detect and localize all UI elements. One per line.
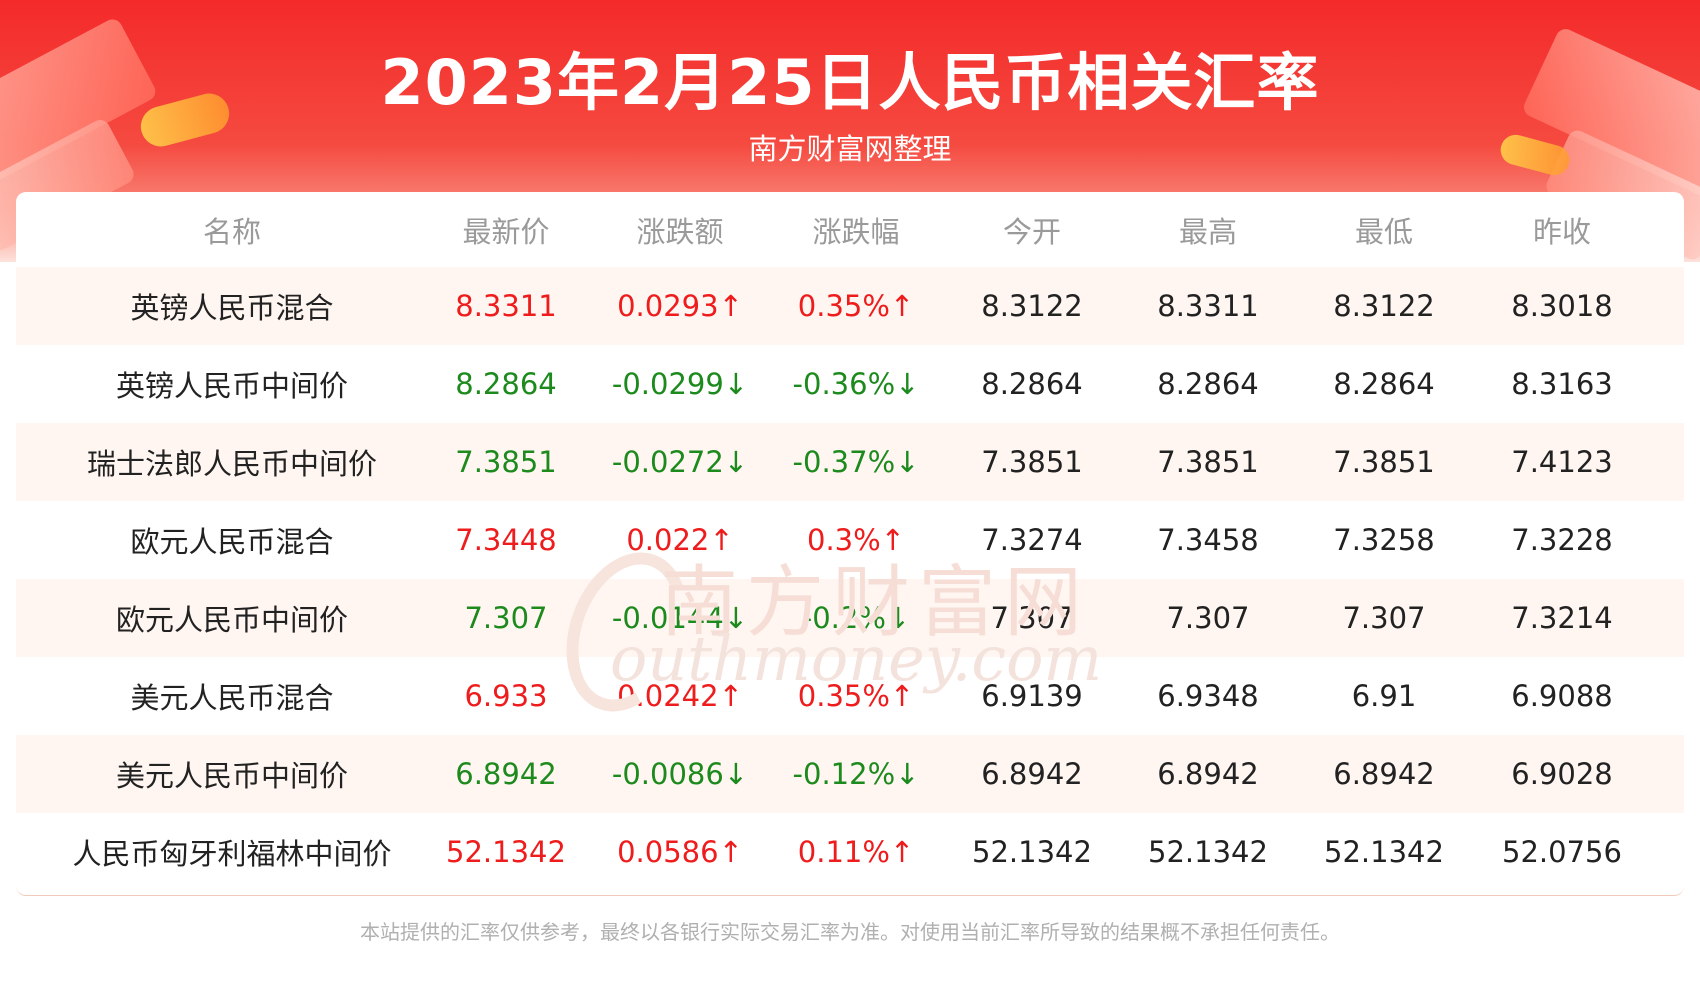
column-header-open: 今开 <box>1002 214 1061 249</box>
cell-change: -0.0299↓ <box>611 367 749 401</box>
cell-prev-close: 7.4123 <box>1511 445 1613 479</box>
cell-change-percent: -0.36%↓ <box>792 367 920 401</box>
cell-latest: 8.3311 <box>455 289 557 323</box>
cell-change: -0.0086↓ <box>611 757 749 791</box>
cell-prev-close: 7.3214 <box>1511 601 1613 635</box>
cell-latest: 7.3851 <box>455 445 557 479</box>
cell-change-percent: -0.12%↓ <box>792 757 920 791</box>
cell-low: 7.3258 <box>1333 523 1435 557</box>
cell-prev-close: 52.0756 <box>1502 835 1622 869</box>
cell-high: 8.3311 <box>1157 289 1259 323</box>
cell-change-percent: 0.11%↑ <box>797 835 915 869</box>
cell-change-percent: 0.35%↑ <box>797 679 915 713</box>
cell-change: 0.0586↑ <box>617 835 743 869</box>
column-header-latest: 最新价 <box>462 214 550 249</box>
page-title: 2023年2月25日人民币相关汇率 <box>380 46 1320 119</box>
cell-high: 8.2864 <box>1157 367 1259 401</box>
cell-high: 7.307 <box>1166 601 1250 635</box>
cell-prev-close: 8.3163 <box>1511 367 1613 401</box>
column-header-low: 最低 <box>1354 214 1413 249</box>
cell-latest: 6.933 <box>464 679 548 713</box>
table-row: 英镑人民币中间价 8.2864 -0.0299↓ -0.36%↓ 8.2864 … <box>16 345 1684 423</box>
cell-low: 7.3851 <box>1333 445 1435 479</box>
cell-open: 6.9139 <box>981 679 1083 713</box>
table-row: 美元人民币混合 6.933 0.0242↑ 0.35%↑ 6.9139 6.93… <box>16 657 1684 735</box>
table-row: 欧元人民币混合 7.3448 0.022↑ 0.3%↑ 7.3274 7.345… <box>16 501 1684 579</box>
cell-prev-close: 6.9088 <box>1511 679 1613 713</box>
table-row: 英镑人民币混合 8.3311 0.0293↑ 0.35%↑ 8.3122 8.3… <box>16 267 1684 345</box>
column-header-change-percent: 涨跌幅 <box>812 214 900 249</box>
footer-disclaimer: 本站提供的汇率仅供参考，最终以各银行实际交易汇率为准。对使用当前汇率所导致的结果… <box>360 920 1340 944</box>
cell-name: 美元人民币混合 <box>130 681 334 715</box>
table-row: 欧元人民币中间价 7.307 -0.0144↓ -0.2%↓ 7.307 7.3… <box>16 579 1684 657</box>
cell-name: 欧元人民币中间价 <box>115 603 348 637</box>
cell-change: 0.0242↑ <box>617 679 743 713</box>
cell-change: 0.022↑ <box>626 523 734 557</box>
cell-latest: 52.1342 <box>446 835 566 869</box>
cell-latest: 8.2864 <box>455 367 557 401</box>
cell-change-percent: 0.35%↑ <box>797 289 915 323</box>
cell-name: 英镑人民币混合 <box>130 291 334 325</box>
column-header-name: 名称 <box>202 214 261 249</box>
cell-low: 7.307 <box>1342 601 1426 635</box>
cell-name: 瑞士法郎人民币中间价 <box>86 447 377 481</box>
table-row: 人民币匈牙利福林中间价 52.1342 0.0586↑ 0.11%↑ 52.13… <box>16 813 1684 891</box>
page-subtitle: 南方财富网整理 <box>748 132 952 166</box>
cell-open: 8.3122 <box>981 289 1083 323</box>
cell-open: 6.8942 <box>981 757 1083 791</box>
cell-name: 欧元人民币混合 <box>130 525 334 559</box>
cell-change-percent: -0.2%↓ <box>801 601 911 635</box>
cell-low: 52.1342 <box>1324 835 1444 869</box>
cell-open: 7.3851 <box>981 445 1083 479</box>
column-header-high: 最高 <box>1178 214 1237 249</box>
table-row: 美元人民币中间价 6.8942 -0.0086↓ -0.12%↓ 6.8942 … <box>16 735 1684 813</box>
cell-open: 8.2864 <box>981 367 1083 401</box>
cell-high: 7.3851 <box>1157 445 1259 479</box>
cell-high: 6.8942 <box>1157 757 1259 791</box>
cell-open: 7.307 <box>990 601 1074 635</box>
cell-change: -0.0144↓ <box>611 601 749 635</box>
cell-change: 0.0293↑ <box>617 289 743 323</box>
table-header: 名称 最新价 涨跌额 涨跌幅 今开 最高 最低 昨收 <box>16 192 1684 267</box>
cell-name: 人民币匈牙利福林中间价 <box>72 837 392 871</box>
cell-prev-close: 6.9028 <box>1511 757 1613 791</box>
rates-table: 名称 最新价 涨跌额 涨跌幅 今开 最高 最低 昨收 英镑人民币混合 8.331… <box>16 192 1684 896</box>
cell-latest: 6.8942 <box>455 757 557 791</box>
cell-high: 52.1342 <box>1148 835 1268 869</box>
cell-name: 美元人民币中间价 <box>115 759 348 793</box>
cell-open: 52.1342 <box>972 835 1092 869</box>
cell-high: 6.9348 <box>1157 679 1259 713</box>
cell-latest: 7.307 <box>464 601 548 635</box>
table-row: 瑞士法郎人民币中间价 7.3851 -0.0272↓ -0.37%↓ 7.385… <box>16 423 1684 501</box>
cell-name: 英镑人民币中间价 <box>115 369 348 403</box>
cell-low: 8.2864 <box>1333 367 1435 401</box>
cell-low: 8.3122 <box>1333 289 1435 323</box>
column-header-change: 涨跌额 <box>636 214 724 249</box>
cell-open: 7.3274 <box>981 523 1083 557</box>
cell-change-percent: 0.3%↑ <box>807 523 905 557</box>
cell-low: 6.8942 <box>1333 757 1435 791</box>
cell-low: 6.91 <box>1351 679 1417 713</box>
cell-change: -0.0272↓ <box>611 445 749 479</box>
cell-latest: 7.3448 <box>455 523 557 557</box>
cell-change-percent: -0.37%↓ <box>792 445 920 479</box>
cell-prev-close: 7.3228 <box>1511 523 1613 557</box>
cell-high: 7.3458 <box>1157 523 1259 557</box>
column-header-prev-close: 昨收 <box>1532 214 1591 249</box>
cell-prev-close: 8.3018 <box>1511 289 1613 323</box>
